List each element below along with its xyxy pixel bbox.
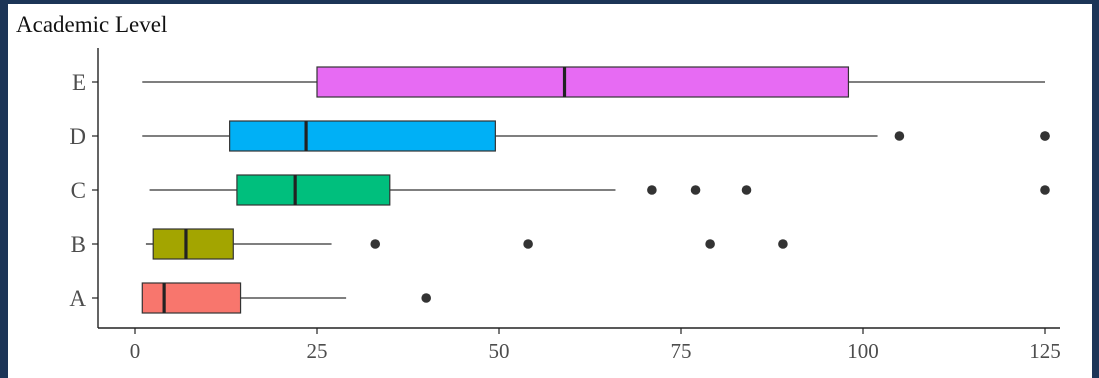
y-tick-label: C	[71, 178, 86, 203]
box-e	[142, 66, 1045, 98]
box-a	[141, 282, 432, 314]
outlier-point	[1040, 131, 1050, 141]
box-c	[149, 174, 1050, 206]
x-tick-label: 125	[1029, 339, 1061, 363]
y-tick-label: E	[72, 70, 86, 95]
x-tick-label: 0	[130, 339, 141, 363]
outlier-point	[741, 185, 752, 195]
y-tick-label: D	[69, 124, 86, 149]
axes: 0 25 50 75 100 125 A B C D E	[69, 48, 1061, 363]
chart-panel: Academic Level	[8, 4, 1092, 378]
y-tick-label: B	[71, 232, 86, 257]
outlier-point	[370, 239, 381, 249]
outlier-point	[523, 239, 533, 249]
x-tick-label: 75	[671, 339, 692, 363]
x-tick-label: 100	[847, 339, 879, 363]
iqr-box	[152, 228, 234, 260]
x-tick-label: 50	[489, 339, 510, 363]
iqr-box	[141, 282, 242, 314]
y-axis-title: Academic Level	[16, 12, 168, 37]
box-b	[145, 228, 788, 260]
boxes	[141, 66, 1050, 314]
outlier-point	[894, 131, 905, 141]
outlier-point	[647, 185, 657, 195]
box-d	[142, 120, 1050, 152]
iqr-box	[316, 66, 850, 98]
x-tick-label: 25	[307, 339, 328, 363]
y-tick-label: A	[69, 286, 86, 311]
outlier-point	[1040, 185, 1050, 195]
outlier-point	[690, 185, 701, 195]
iqr-box	[229, 120, 496, 152]
iqr-box	[236, 174, 391, 206]
outlier-point	[705, 239, 715, 249]
outlier-point	[421, 293, 432, 303]
outlier-point	[778, 239, 788, 249]
